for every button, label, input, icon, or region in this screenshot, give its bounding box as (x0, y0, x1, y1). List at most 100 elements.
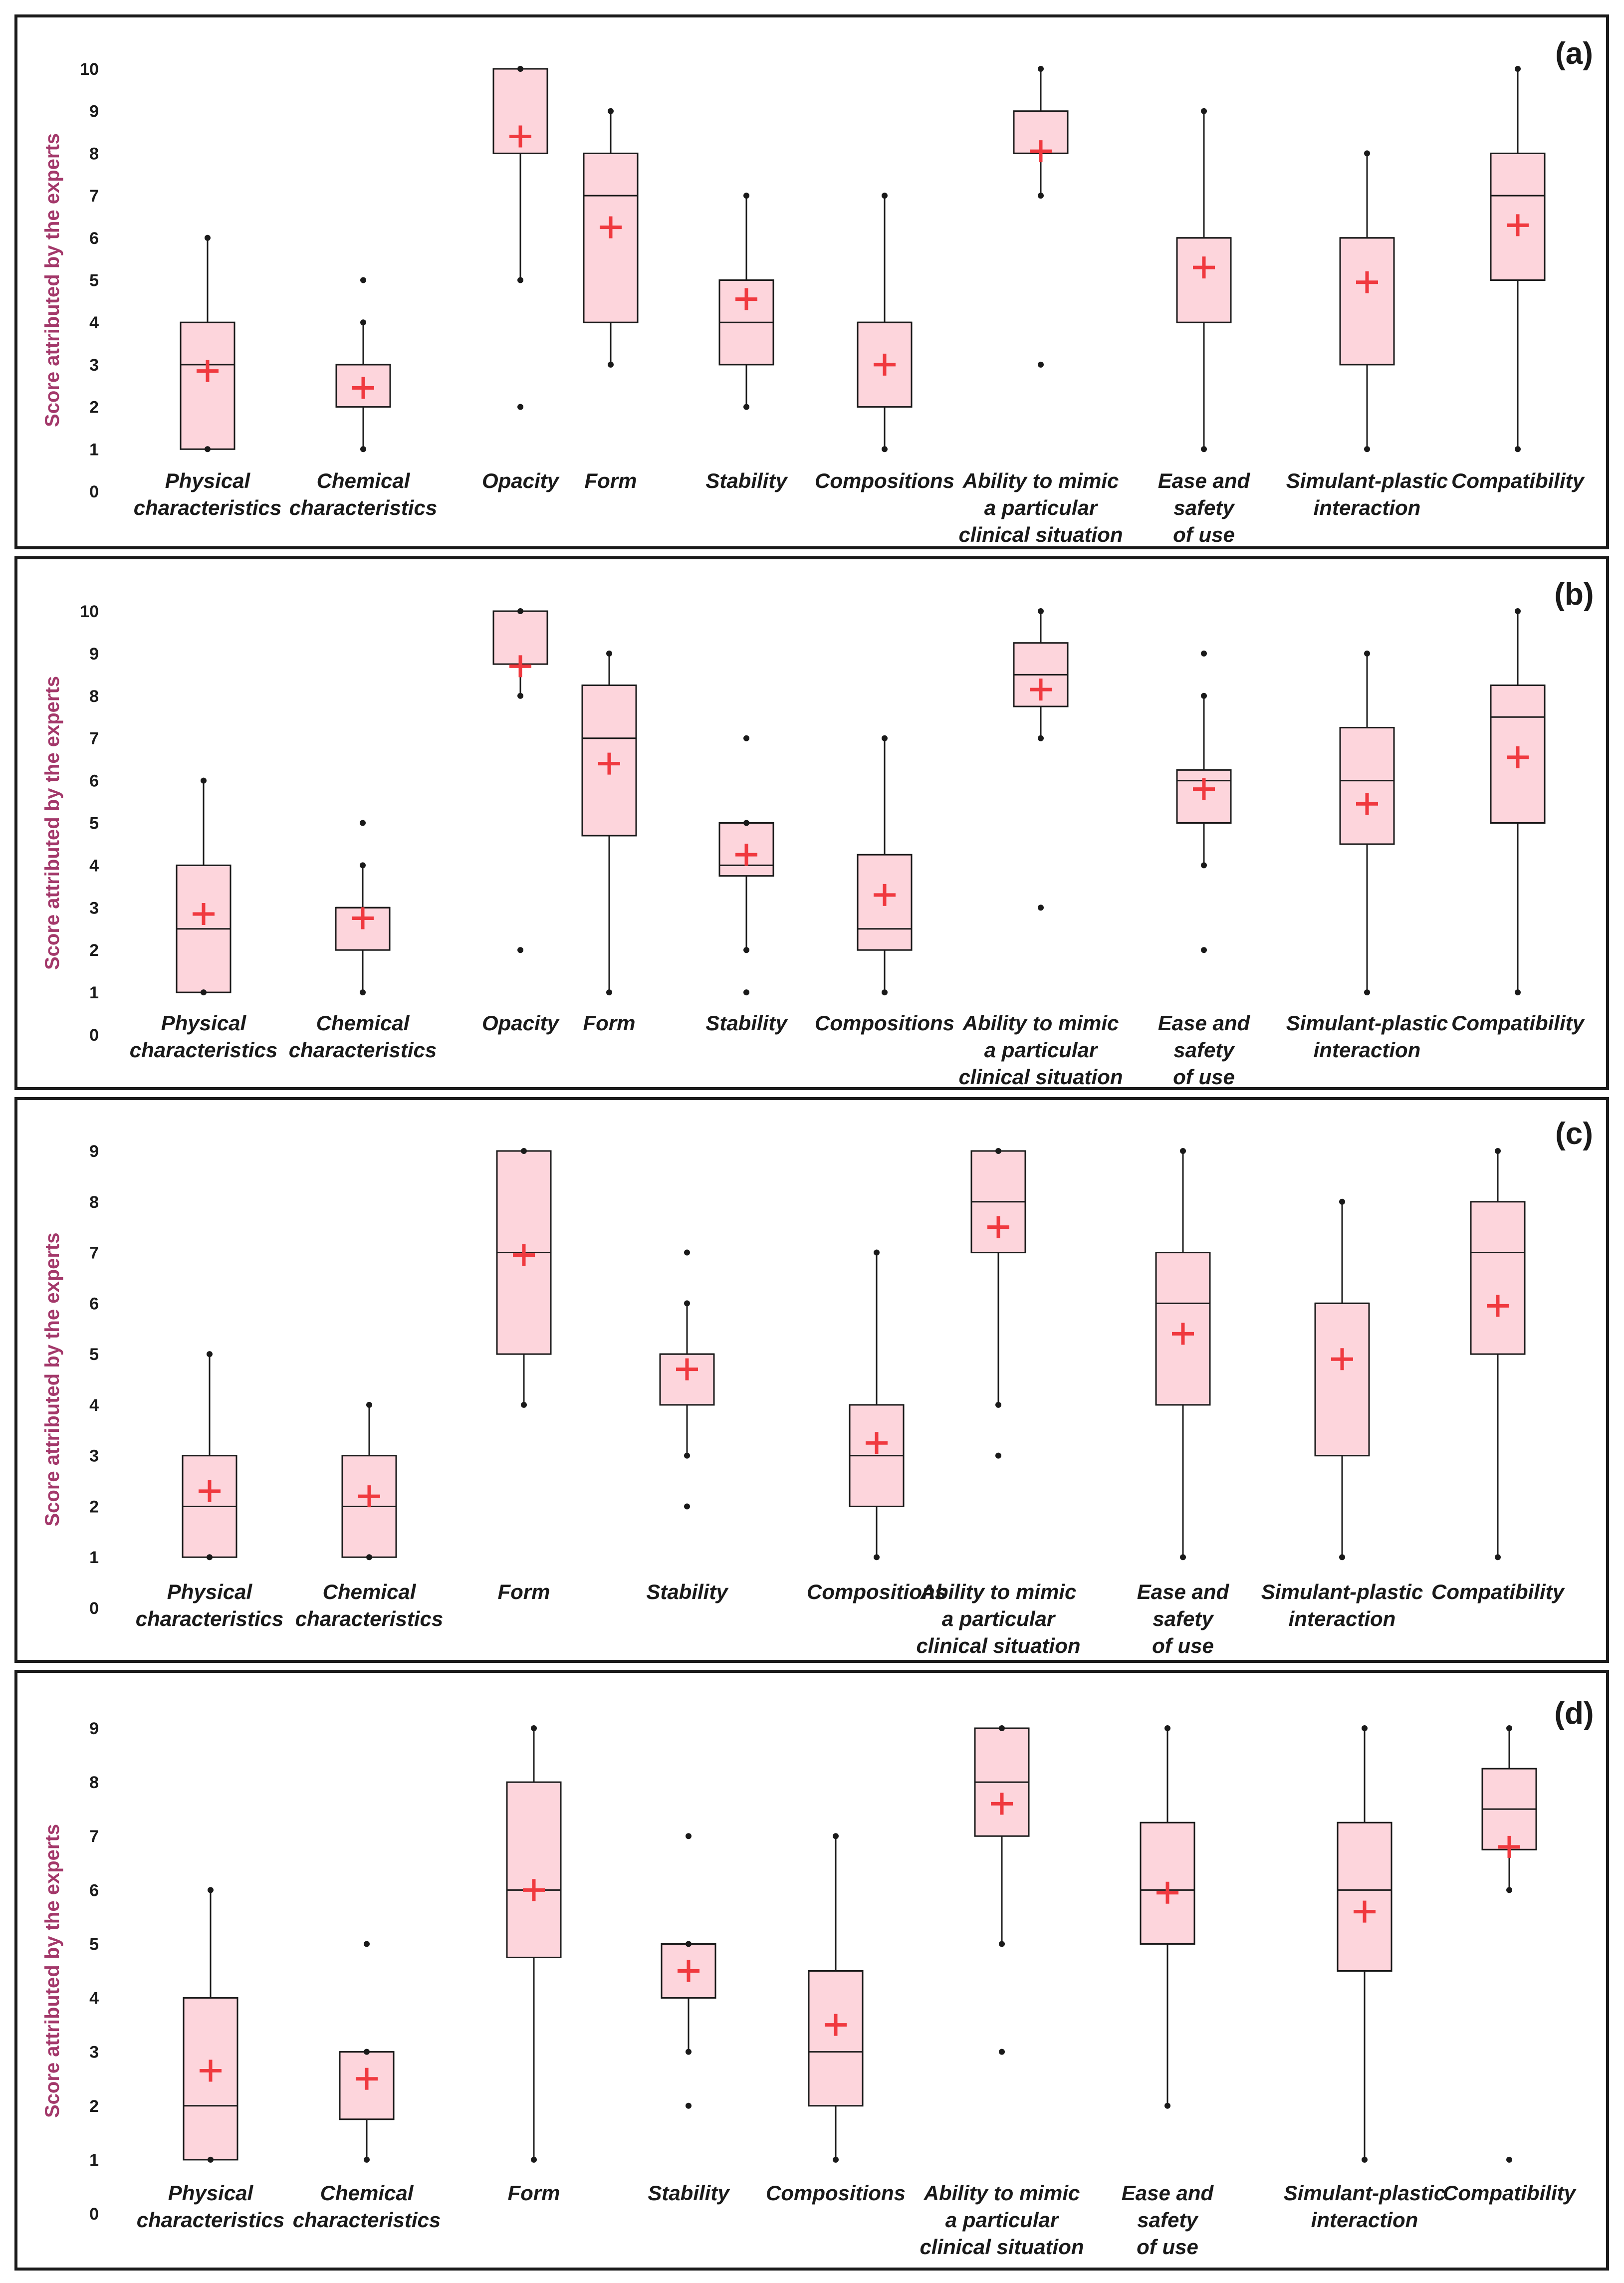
min-point (684, 1452, 690, 1459)
category-label: Ability to mimic (962, 1011, 1119, 1035)
y-axis-label: Score attributed by the experts (41, 1232, 63, 1526)
y-tick-label: 8 (89, 1193, 99, 1212)
max-point (208, 1887, 214, 1893)
category-label: clinical situation (920, 2235, 1084, 2259)
category-label: Chemical (320, 2181, 414, 2205)
box (1470, 1201, 1526, 1355)
min-point (882, 989, 888, 996)
max-point (521, 1148, 527, 1154)
box-group: Physical characteristics (130, 777, 277, 1062)
box-group: Stability (646, 1249, 729, 1603)
min-point (1495, 1554, 1501, 1561)
y-tick-label: 0 (89, 482, 99, 501)
y-tick-label: 10 (80, 60, 99, 79)
min-point (1038, 193, 1044, 199)
box-group: Physical characteristics (136, 1351, 283, 1630)
outlier-point (364, 1941, 370, 1947)
panel-label: (c) (1555, 1117, 1593, 1151)
max-point (360, 862, 366, 869)
y-tick-label: 7 (89, 1827, 99, 1846)
max-point (1506, 1725, 1512, 1731)
y-tick-label: 5 (89, 814, 99, 833)
y-tick-label: 8 (89, 144, 99, 163)
box-group: Form (581, 650, 637, 1035)
category-label: safety (1173, 1038, 1235, 1062)
box-group: Ease and safety of use (1158, 650, 1251, 1089)
min-point (201, 989, 207, 996)
outlier-point (743, 735, 749, 741)
outlier-point (1038, 361, 1044, 368)
min-point (999, 1941, 1005, 1947)
y-tick-label: 0 (89, 2205, 99, 2224)
category-label: Chemical (323, 1580, 417, 1603)
box-group: Chemical characteristics (289, 277, 438, 519)
category-label: safety (1173, 496, 1235, 519)
category-label: Ability to mimic (920, 1580, 1077, 1603)
y-tick-label: 3 (89, 1447, 99, 1466)
min-point (1515, 989, 1521, 996)
box-group: Ability to mimic a particular clinical sit… (920, 1725, 1084, 2259)
category-label: Chemical (317, 469, 411, 492)
outlier-point (684, 1503, 690, 1510)
min-point (882, 446, 888, 453)
max-point (364, 2049, 370, 2055)
box-group: Chemical characteristics (293, 1941, 441, 2232)
box-group: Ease and safety of use (1158, 108, 1251, 546)
max-point (1201, 108, 1207, 114)
box-group: Form (506, 1725, 562, 2205)
category-label: of use (1152, 1634, 1214, 1657)
category-label: Stability (648, 2181, 730, 2205)
box-group: Ability to mimic a particular clinical sit… (958, 608, 1123, 1089)
category-label: Compatibility (1451, 1011, 1586, 1035)
y-tick-label: 3 (89, 899, 99, 917)
category-label: Stability (646, 1580, 729, 1603)
box-group: Stability (705, 735, 788, 1035)
box (1339, 237, 1395, 366)
min-point (1506, 1887, 1512, 1893)
box-group: Compatibility (1443, 1725, 1577, 2205)
y-axis-label: Score attributed by the experts (41, 676, 63, 970)
min-point (1164, 2102, 1170, 2109)
category-label: a particular (984, 1038, 1099, 1062)
outlier-point (743, 989, 749, 996)
min-point (205, 446, 211, 453)
category-label: Simulant-plastic (1286, 469, 1448, 492)
category-label: Physical (168, 2181, 254, 2205)
category-label: characteristics (134, 496, 282, 519)
y-tick-label: 2 (89, 941, 99, 960)
min-point (606, 989, 612, 996)
y-tick-label: 5 (89, 271, 99, 290)
category-label: of use (1137, 2235, 1198, 2259)
box-group: Ability to mimic a particular clinical sit… (916, 1148, 1081, 1657)
box-group: Simulant-plastic interaction (1286, 150, 1448, 519)
y-tick-label: 0 (89, 1026, 99, 1045)
category-label: Form (583, 1011, 636, 1035)
y-tick-label: 2 (89, 1497, 99, 1516)
box (1339, 726, 1395, 845)
category-label: Compositions (815, 1011, 954, 1035)
category-label: interaction (1289, 1607, 1396, 1630)
max-point (743, 820, 749, 826)
box-group: Compositions (807, 1249, 946, 1603)
max-point (1339, 1198, 1345, 1205)
box (1337, 1822, 1392, 1972)
max-point (1164, 1725, 1170, 1731)
min-point (874, 1554, 880, 1561)
max-point (833, 1833, 839, 1839)
box-group: Stability (705, 193, 788, 492)
min-point (366, 1554, 372, 1561)
y-tick-label: 4 (89, 1989, 99, 2008)
box (583, 152, 639, 323)
min-point (364, 2156, 370, 2163)
y-tick-label: 6 (89, 1881, 99, 1900)
y-tick-label: 8 (89, 687, 99, 706)
y-tick-label: 9 (89, 1142, 99, 1161)
y-tick-label: 0 (89, 1599, 99, 1618)
category-label: characteristics (289, 496, 438, 519)
min-point (517, 692, 523, 699)
max-point (684, 1300, 690, 1307)
min-point (833, 2156, 839, 2163)
category-label: Stability (705, 1011, 788, 1035)
y-tick-label: 3 (89, 2043, 99, 2062)
box-group: Form (583, 108, 639, 492)
